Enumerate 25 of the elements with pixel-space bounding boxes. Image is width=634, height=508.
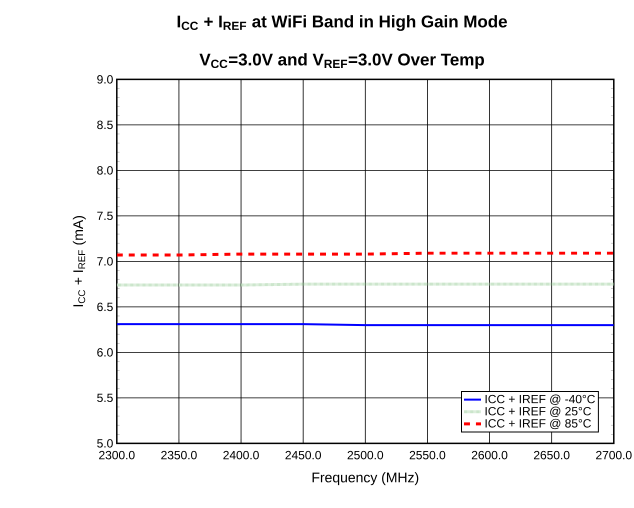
x-tick-label: 2350.0	[161, 450, 197, 460]
chart-subtitle: V$_{CC}$=3.0V and V$_{REF}$=3.0V Over Temp	[199, 53, 484, 69]
x-axis-title: Frequency (MHz)	[312, 472, 418, 486]
x-tick-label: 2450.0	[285, 450, 321, 460]
x-tick-label: 2600.0	[472, 450, 508, 460]
y-tick-label: 6.5	[97, 302, 113, 312]
x-tick-label: 2500.0	[348, 450, 384, 460]
y-tick-label: 7.0	[97, 257, 113, 266]
y-axis-title: I$_{CC}$ + I$_{REF}$ (mA)	[72, 216, 86, 306]
x-tick-label: 2400.0	[223, 450, 259, 460]
x-tick-label: 2550.0	[410, 450, 446, 460]
y-tick-label: 5.5	[97, 394, 113, 402]
legend-label: ICC + IREF @ -40°C	[486, 394, 595, 405]
chart-title: I$_{CC}$ + I$_{REF}$ at WiFi Band in High Gain Mode	[178, 15, 507, 31]
legend-label: ICC + IREF @ 85°C	[486, 418, 591, 430]
y-tick-label: 8.5	[97, 120, 113, 130]
y-tick-label: 5.0	[97, 439, 113, 448]
x-tick-label: 2700.0	[596, 450, 632, 460]
x-tick-label: 2650.0	[534, 450, 570, 460]
x-tick-label: 2300.0	[99, 450, 135, 460]
y-tick-label: 8.0	[97, 166, 113, 175]
y-tick-label: 9.0	[97, 75, 113, 84]
y-tick-label: 7.5	[97, 212, 113, 220]
legend-label: ICC + IREF @ 25°C	[486, 406, 591, 417]
y-tick-label: 6.0	[97, 348, 113, 357]
